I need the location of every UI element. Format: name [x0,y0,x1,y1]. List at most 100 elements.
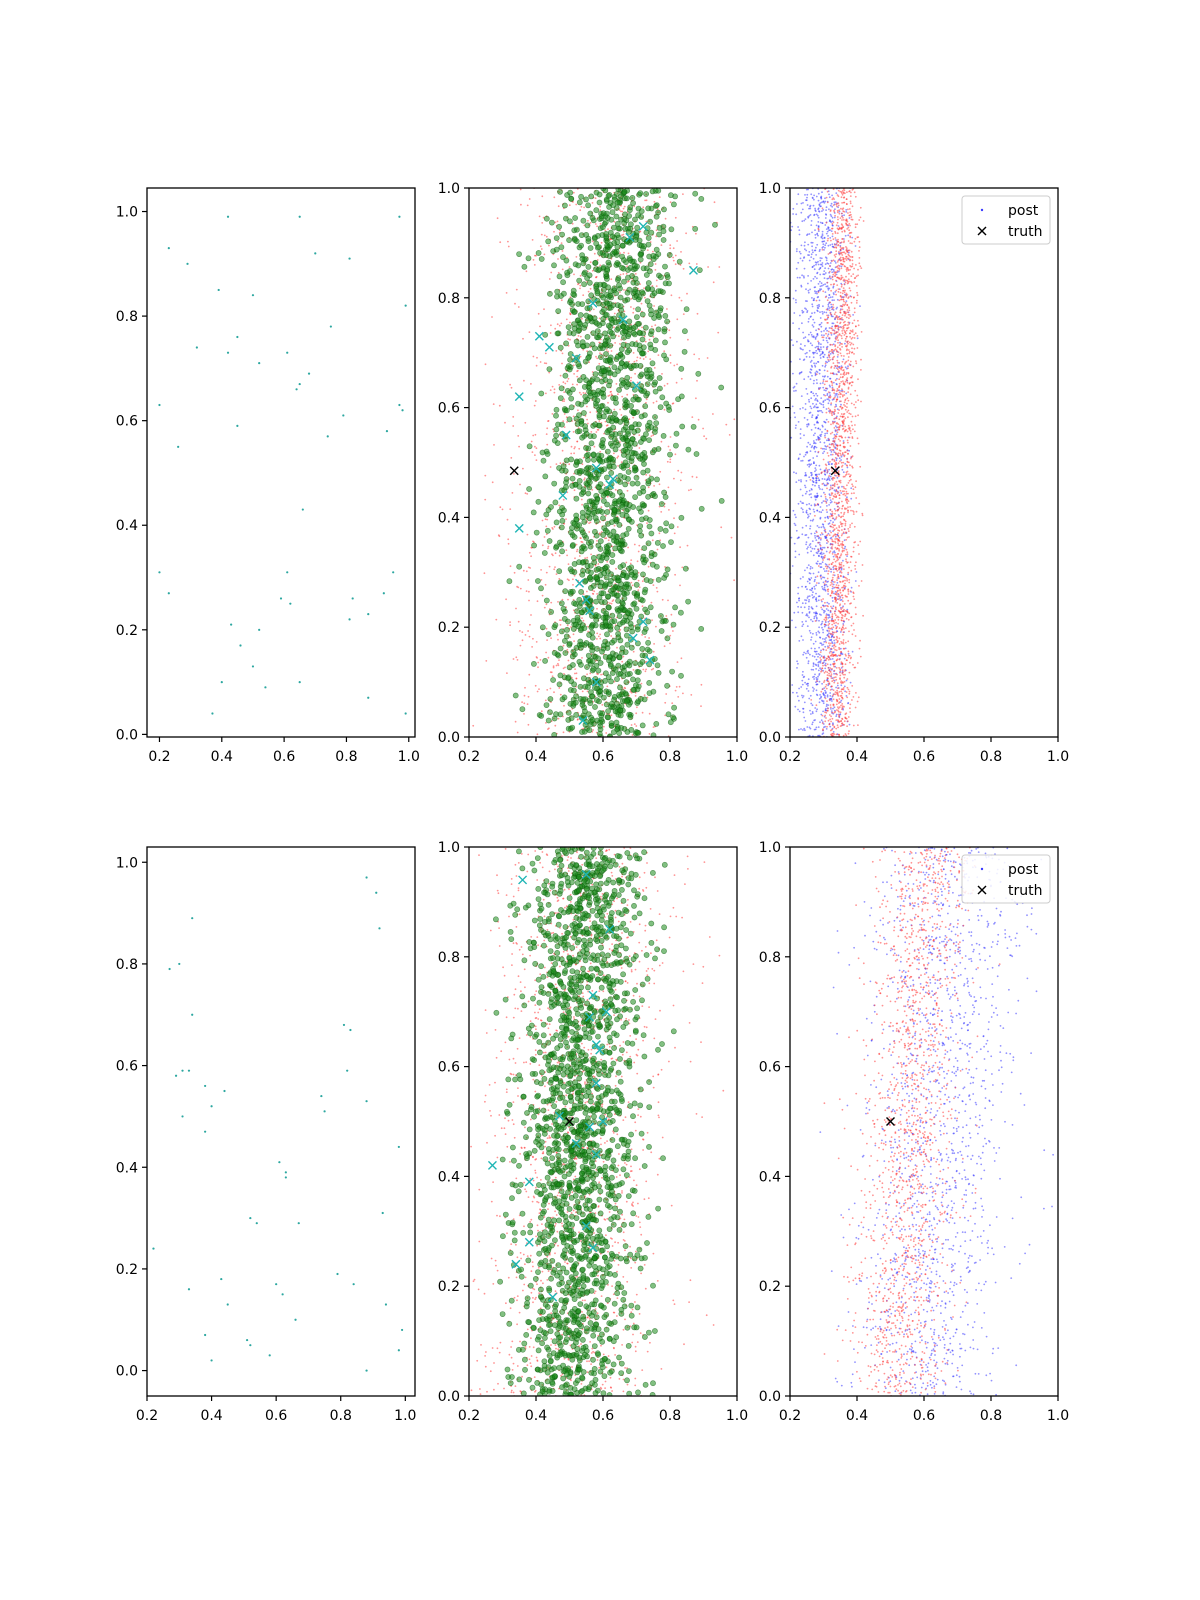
post-point [804,352,807,355]
post-point [804,602,807,605]
axes-frame [146,187,416,738]
post-point [808,616,810,619]
post-point [808,734,811,737]
samples-point [622,649,629,655]
samples-point [626,658,633,665]
prior-point [527,695,530,698]
samples-point [556,568,563,575]
post-point [820,563,822,565]
samples-point [606,691,612,697]
samples-point [597,546,604,552]
post-point [802,670,804,673]
samples-point [610,586,617,593]
prior-point [599,222,602,225]
prior-point [575,672,578,675]
samples-point [610,528,617,535]
post-point [822,209,825,211]
post-point [824,689,826,692]
samples-point [625,274,631,281]
prior-point [582,456,585,459]
prior-point [586,690,589,693]
sample-marker [688,265,698,275]
samples-point [613,213,620,220]
post-point [824,645,827,648]
post-point [819,289,821,292]
prior-point [558,324,561,327]
prior-point [535,459,538,461]
samples-point [638,383,645,389]
post-point [815,600,818,603]
prior-point [571,222,574,225]
post-point [827,461,830,464]
post-point [812,278,815,280]
prior-point [554,221,557,224]
prior-point [713,201,716,204]
prior-point [605,349,608,351]
post-point [798,728,800,731]
observed-point [230,623,233,626]
prior-point [687,338,689,341]
sample-marker [534,331,544,341]
prior-point [548,727,550,730]
samples-point [573,415,580,422]
prior-point [695,263,698,265]
prior-point [613,326,615,329]
prior-point [556,220,559,223]
post-point [824,484,826,487]
prior-point [629,562,632,565]
post-point [818,680,821,683]
post-point [822,609,825,612]
prior-point [634,372,636,375]
prior-point [639,357,642,360]
samples-point [625,333,631,339]
samples-point [609,492,616,499]
samples-point [578,193,584,200]
samples-point [615,634,622,641]
post-point [822,355,825,358]
prior-point [528,590,530,593]
post-point [801,309,804,312]
post-point [827,262,830,265]
post-point [809,694,812,697]
prior-point [641,326,643,329]
post-point [803,256,806,258]
samples-point [712,221,718,228]
samples-point [678,514,685,521]
post-point [794,524,797,527]
samples-point [560,279,566,286]
samples-point [655,446,662,452]
plot-area [472,188,736,737]
prior-point [654,263,657,265]
post-point [820,330,823,333]
samples-point [539,624,546,631]
post-point [818,343,820,345]
samples-point [615,276,621,283]
post-point [819,280,821,283]
prior-point [532,434,535,437]
post-point [832,322,835,325]
post-point [829,475,832,478]
samples-point [657,526,664,532]
samples-point [581,625,588,631]
post-point [811,488,813,491]
prior-point [582,392,585,394]
samples-point [593,283,599,290]
samples-point [579,509,586,516]
post-point [823,420,825,423]
prior-point [545,533,548,536]
samples-point [631,600,638,607]
y-tick-label: 0.0 [116,727,138,743]
post-point [808,400,811,403]
samples-point [610,665,617,672]
samples-point [639,501,646,508]
post-point [826,695,829,698]
prior-point [651,285,654,287]
prior-point [593,590,596,593]
x-tick-label: 0.2 [458,749,480,765]
prior-point [579,284,582,287]
post-point [810,253,813,256]
post-point [828,616,831,619]
samples-point [614,625,621,631]
prior-point [545,392,547,395]
post-point [825,728,828,730]
